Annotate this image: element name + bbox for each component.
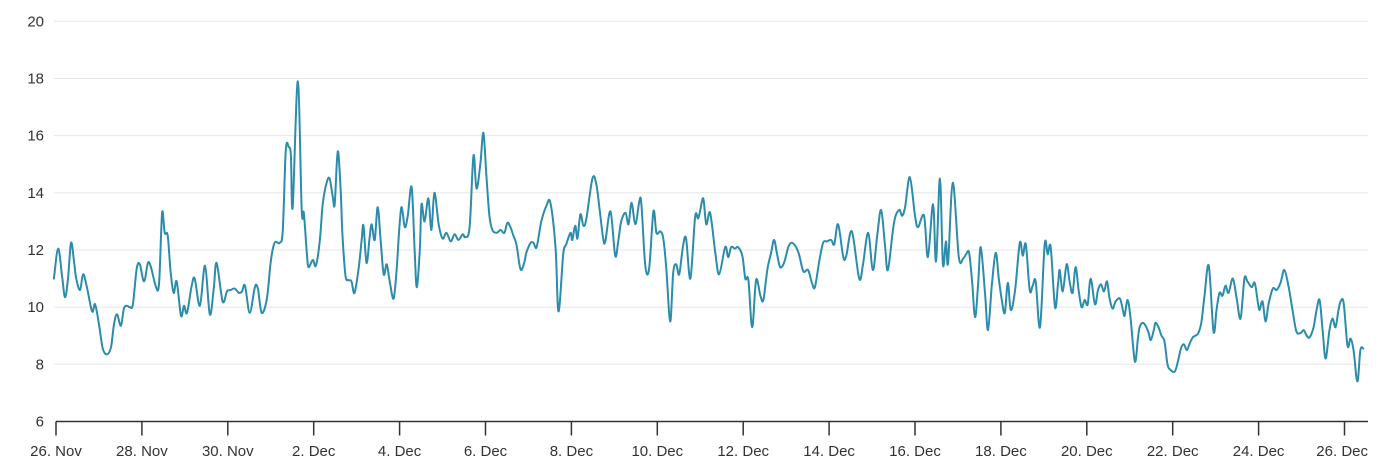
y-axis-label: 6: [36, 414, 44, 431]
x-axis-label: 24. Dec: [1233, 443, 1285, 460]
x-axis-label: 26. Nov: [30, 443, 82, 460]
x-axis-label: 2. Dec: [292, 443, 336, 460]
x-axis-label: 4. Dec: [378, 443, 422, 460]
y-axis-label: 12: [27, 242, 44, 259]
x-axis-label: 22. Dec: [1147, 443, 1199, 460]
y-axis-label: 8: [36, 356, 44, 373]
x-axis-label: 20. Dec: [1061, 443, 1113, 460]
y-axis-label: 16: [27, 128, 44, 145]
data-line-series[interactable]: [52, 80, 1365, 383]
y-axis-label: 20: [27, 13, 44, 30]
x-axis-label: 6. Dec: [464, 443, 508, 460]
x-axis-label: 16. Dec: [889, 443, 941, 460]
x-axis-label: 14. Dec: [803, 443, 855, 460]
x-axis-label: 30. Nov: [202, 443, 254, 460]
x-axis-label: 26. Dec: [1316, 443, 1368, 460]
x-axis-label: 10. Dec: [631, 443, 683, 460]
y-axis-label: 14: [27, 185, 44, 202]
y-axis-label: 18: [27, 71, 44, 88]
x-axis-label: 12. Dec: [717, 443, 769, 460]
x-axis-label: 8. Dec: [550, 443, 594, 460]
y-axis-label: 10: [27, 299, 44, 316]
x-axis-label: 28. Nov: [116, 443, 168, 460]
x-axis-label: 18. Dec: [975, 443, 1027, 460]
